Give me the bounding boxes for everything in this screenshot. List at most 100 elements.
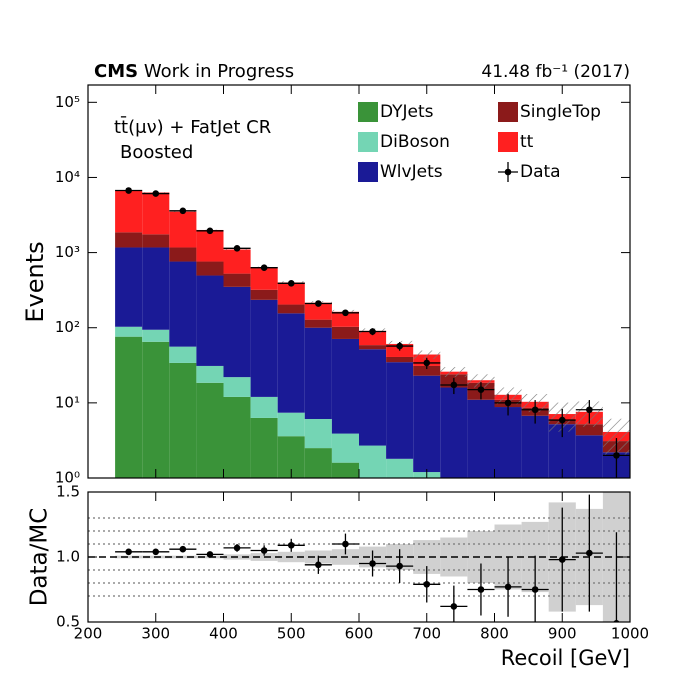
y-tick-label: 10² (55, 318, 80, 336)
annotation: tt̄(μν) + FatJet CR (114, 116, 271, 138)
data-point (196, 227, 224, 235)
ratio-marker (206, 551, 214, 558)
stack-segment (331, 462, 359, 478)
stack-segment (115, 326, 143, 337)
data-marker (233, 245, 241, 252)
ratio-point (467, 563, 495, 616)
data-marker (613, 452, 620, 459)
stack-segment (223, 249, 251, 274)
data-point (440, 377, 468, 395)
x-tick-label: 500 (277, 625, 306, 643)
legend-label: SingleTop (520, 102, 601, 122)
data-point (602, 438, 630, 478)
stack-segment (277, 304, 305, 314)
stack-segment (386, 362, 414, 459)
stack-segment (386, 458, 414, 478)
x-tick-label: 900 (548, 625, 577, 643)
stack-segment (413, 365, 441, 376)
data-marker (152, 190, 160, 197)
data-marker (423, 359, 431, 367)
data-point (304, 300, 332, 307)
ratio-point (250, 545, 278, 556)
stack-segment (115, 247, 143, 327)
ratio-marker (233, 544, 241, 552)
x-axis-label: Recoil [GeV] (501, 646, 630, 670)
legend-label: WlvJets (380, 162, 443, 182)
ratio-marker (423, 581, 431, 588)
data-marker (396, 342, 403, 350)
data-marker (369, 328, 376, 335)
stack-segment (169, 346, 197, 363)
stack-segment (304, 448, 332, 478)
stack-segment (359, 445, 387, 478)
ratio-point (223, 544, 251, 552)
ratio-y-tick-label: 1.5 (56, 483, 80, 501)
ratio-point (277, 538, 305, 552)
mc-uncertainty-hatch (440, 367, 468, 377)
ratio-y-tick-label: 1.0 (56, 548, 80, 566)
ratio-point (494, 557, 522, 617)
stack-segment (304, 302, 332, 320)
stack-segment (115, 336, 143, 478)
stack-segment (196, 382, 224, 478)
title: CMS Work in Progress (94, 61, 294, 82)
mc-uncertainty-hatch (413, 350, 441, 360)
data-marker (206, 227, 214, 235)
stack-segment (250, 396, 278, 418)
ratio-marker (586, 549, 593, 557)
stack-segment (250, 299, 278, 397)
ratio-marker (369, 560, 376, 567)
data-point (142, 190, 170, 197)
stack-segment (223, 273, 251, 287)
data-point (521, 400, 549, 424)
ratio-marker (179, 545, 187, 553)
ratio-frame (87, 491, 631, 623)
stack-segment (277, 412, 305, 437)
data-point (359, 328, 387, 336)
stack-segment (142, 341, 170, 478)
data-marker (504, 399, 512, 407)
ratio-point (196, 551, 224, 558)
data-marker (179, 207, 187, 215)
stack-segment (304, 418, 332, 449)
stack-segment (223, 396, 251, 478)
data-point (277, 280, 305, 287)
ratio-marker (396, 562, 403, 570)
ratio-marker (260, 547, 268, 554)
stack-segment (277, 313, 305, 413)
legend-swatch (498, 132, 518, 152)
main-plot (115, 187, 630, 478)
title-text: Work in Progress (144, 61, 294, 82)
ratio-point (521, 555, 549, 622)
stack-segment (575, 424, 603, 436)
stack-segment (115, 232, 143, 248)
ratio-marker (152, 548, 160, 556)
stack-segment (223, 286, 251, 378)
y-tick-label: 10⁴ (55, 168, 80, 186)
data-point (467, 382, 495, 400)
y-axis-label: Events (21, 241, 49, 322)
legend-swatch (358, 132, 378, 152)
stack-segment (196, 261, 224, 276)
stack-segment (169, 261, 197, 347)
data-point (548, 408, 576, 438)
data-marker (287, 280, 295, 287)
ratio-uncertainty-band (115, 555, 143, 559)
legend-swatch (498, 102, 518, 122)
y-tick-label: 10³ (55, 243, 80, 261)
ratio-marker (477, 586, 485, 593)
ratio-marker (450, 603, 458, 610)
stack-segment (277, 282, 305, 305)
legend-swatch (358, 162, 378, 182)
data-point (250, 264, 278, 271)
data-point (494, 393, 522, 416)
stack-segment (196, 229, 224, 262)
data-marker (450, 381, 458, 389)
data-marker (477, 386, 485, 393)
data-marker (342, 309, 349, 317)
data-marker (125, 187, 132, 194)
data-point (169, 207, 197, 215)
stack-segment (196, 365, 224, 383)
stack-segment (575, 435, 603, 478)
